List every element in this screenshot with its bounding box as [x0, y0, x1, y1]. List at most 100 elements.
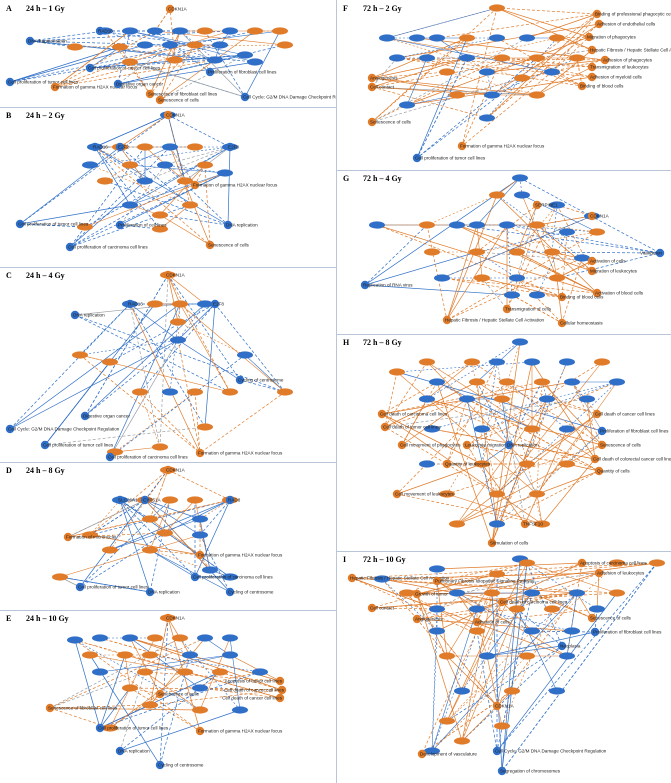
- gene-node[interactable]: [524, 425, 540, 433]
- function-node[interactable]: [15, 219, 25, 229]
- function-node[interactable]: [417, 749, 427, 759]
- gene-node[interactable]: [594, 358, 610, 366]
- function-node[interactable]: [592, 288, 602, 298]
- gene-node[interactable]: [162, 496, 178, 504]
- gene-node[interactable]: [112, 43, 128, 51]
- gene-node[interactable]: [170, 336, 186, 344]
- gene-node[interactable]: [207, 56, 223, 64]
- gene-node[interactable]: [389, 368, 405, 376]
- gene-node[interactable]: [529, 54, 545, 62]
- gene-node[interactable]: [152, 225, 168, 233]
- gene-node[interactable]: [97, 177, 113, 185]
- function-node[interactable]: [165, 4, 175, 14]
- gene-node[interactable]: [459, 34, 475, 42]
- gene-node[interactable]: [277, 41, 293, 49]
- function-node[interactable]: [145, 89, 155, 99]
- gene-node[interactable]: [222, 651, 238, 659]
- function-node[interactable]: [592, 409, 602, 419]
- gene-node[interactable]: [429, 627, 445, 635]
- function-node[interactable]: [195, 550, 205, 560]
- function-node[interactable]: [600, 55, 610, 65]
- gene-node[interactable]: [489, 34, 505, 42]
- gene-node[interactable]: [182, 201, 198, 209]
- function-node[interactable]: [412, 614, 422, 624]
- function-node[interactable]: [492, 746, 502, 756]
- gene-node[interactable]: [137, 668, 153, 676]
- gene-node[interactable]: [122, 27, 138, 35]
- gene-node[interactable]: [549, 201, 565, 209]
- gene-node[interactable]: [192, 706, 208, 714]
- gene-node[interactable]: [202, 566, 218, 574]
- gene-node[interactable]: [142, 546, 158, 554]
- gene-node[interactable]: [512, 174, 528, 182]
- function-node[interactable]: [145, 587, 155, 597]
- function-node[interactable]: [275, 676, 285, 686]
- gene-node[interactable]: [252, 668, 268, 676]
- gene-node[interactable]: [419, 395, 435, 403]
- gene-node[interactable]: [197, 300, 213, 308]
- gene-node[interactable]: [509, 605, 525, 613]
- function-node[interactable]: [597, 440, 607, 450]
- function-node[interactable]: [532, 200, 542, 210]
- gene-node[interactable]: [529, 91, 545, 99]
- gene-node[interactable]: [559, 652, 575, 660]
- function-node[interactable]: [115, 220, 125, 230]
- gene-node[interactable]: [187, 388, 203, 396]
- gene-node[interactable]: [162, 143, 178, 151]
- gene-node[interactable]: [649, 559, 665, 567]
- function-node[interactable]: [163, 613, 173, 623]
- gene-node[interactable]: [489, 490, 505, 498]
- gene-node[interactable]: [232, 706, 248, 714]
- gene-node[interactable]: [424, 747, 440, 755]
- gene-node[interactable]: [147, 634, 163, 642]
- function-node[interactable]: [587, 613, 597, 623]
- gene-node[interactable]: [122, 634, 138, 642]
- gene-node[interactable]: [172, 27, 188, 35]
- gene-node[interactable]: [429, 378, 445, 386]
- function-node[interactable]: [594, 568, 604, 578]
- gene-node[interactable]: [102, 724, 118, 732]
- gene-node[interactable]: [509, 274, 525, 282]
- function-node[interactable]: [587, 266, 597, 276]
- function-node[interactable]: [590, 627, 600, 637]
- function-node[interactable]: [190, 180, 200, 190]
- gene-node[interactable]: [479, 68, 495, 76]
- function-node[interactable]: [190, 572, 200, 582]
- function-node[interactable]: [497, 766, 507, 776]
- gene-node[interactable]: [609, 378, 625, 386]
- gene-node[interactable]: [167, 56, 183, 64]
- gene-node[interactable]: [162, 41, 178, 49]
- function-node[interactable]: [497, 597, 507, 607]
- function-node[interactable]: [40, 440, 50, 450]
- function-node[interactable]: [432, 576, 442, 586]
- gene-node[interactable]: [162, 388, 178, 396]
- gene-node[interactable]: [177, 177, 193, 185]
- function-node[interactable]: [392, 489, 402, 499]
- gene-node[interactable]: [77, 223, 93, 231]
- function-node[interactable]: [577, 81, 587, 91]
- gene-node[interactable]: [419, 460, 435, 468]
- function-node[interactable]: [520, 519, 530, 529]
- gene-node[interactable]: [157, 161, 173, 169]
- function-node[interactable]: [412, 153, 422, 163]
- gene-node[interactable]: [609, 559, 625, 567]
- function-node[interactable]: [597, 426, 607, 436]
- function-node[interactable]: [195, 726, 205, 736]
- function-node[interactable]: [205, 67, 215, 77]
- function-node[interactable]: [504, 440, 514, 450]
- gene-node[interactable]: [374, 575, 390, 583]
- gene-node[interactable]: [454, 687, 470, 695]
- function-node[interactable]: [487, 538, 497, 548]
- gene-node[interactable]: [247, 58, 263, 66]
- gene-node[interactable]: [152, 443, 168, 451]
- gene-node[interactable]: [529, 221, 545, 229]
- gene-node[interactable]: [579, 395, 595, 403]
- function-node[interactable]: [462, 440, 472, 450]
- gene-node[interactable]: [434, 274, 450, 282]
- gene-node[interactable]: [474, 274, 490, 282]
- gene-node[interactable]: [519, 559, 535, 567]
- gene-node[interactable]: [464, 358, 480, 366]
- function-node[interactable]: [590, 454, 600, 464]
- gene-node[interactable]: [72, 351, 88, 359]
- gene-node[interactable]: [419, 358, 435, 366]
